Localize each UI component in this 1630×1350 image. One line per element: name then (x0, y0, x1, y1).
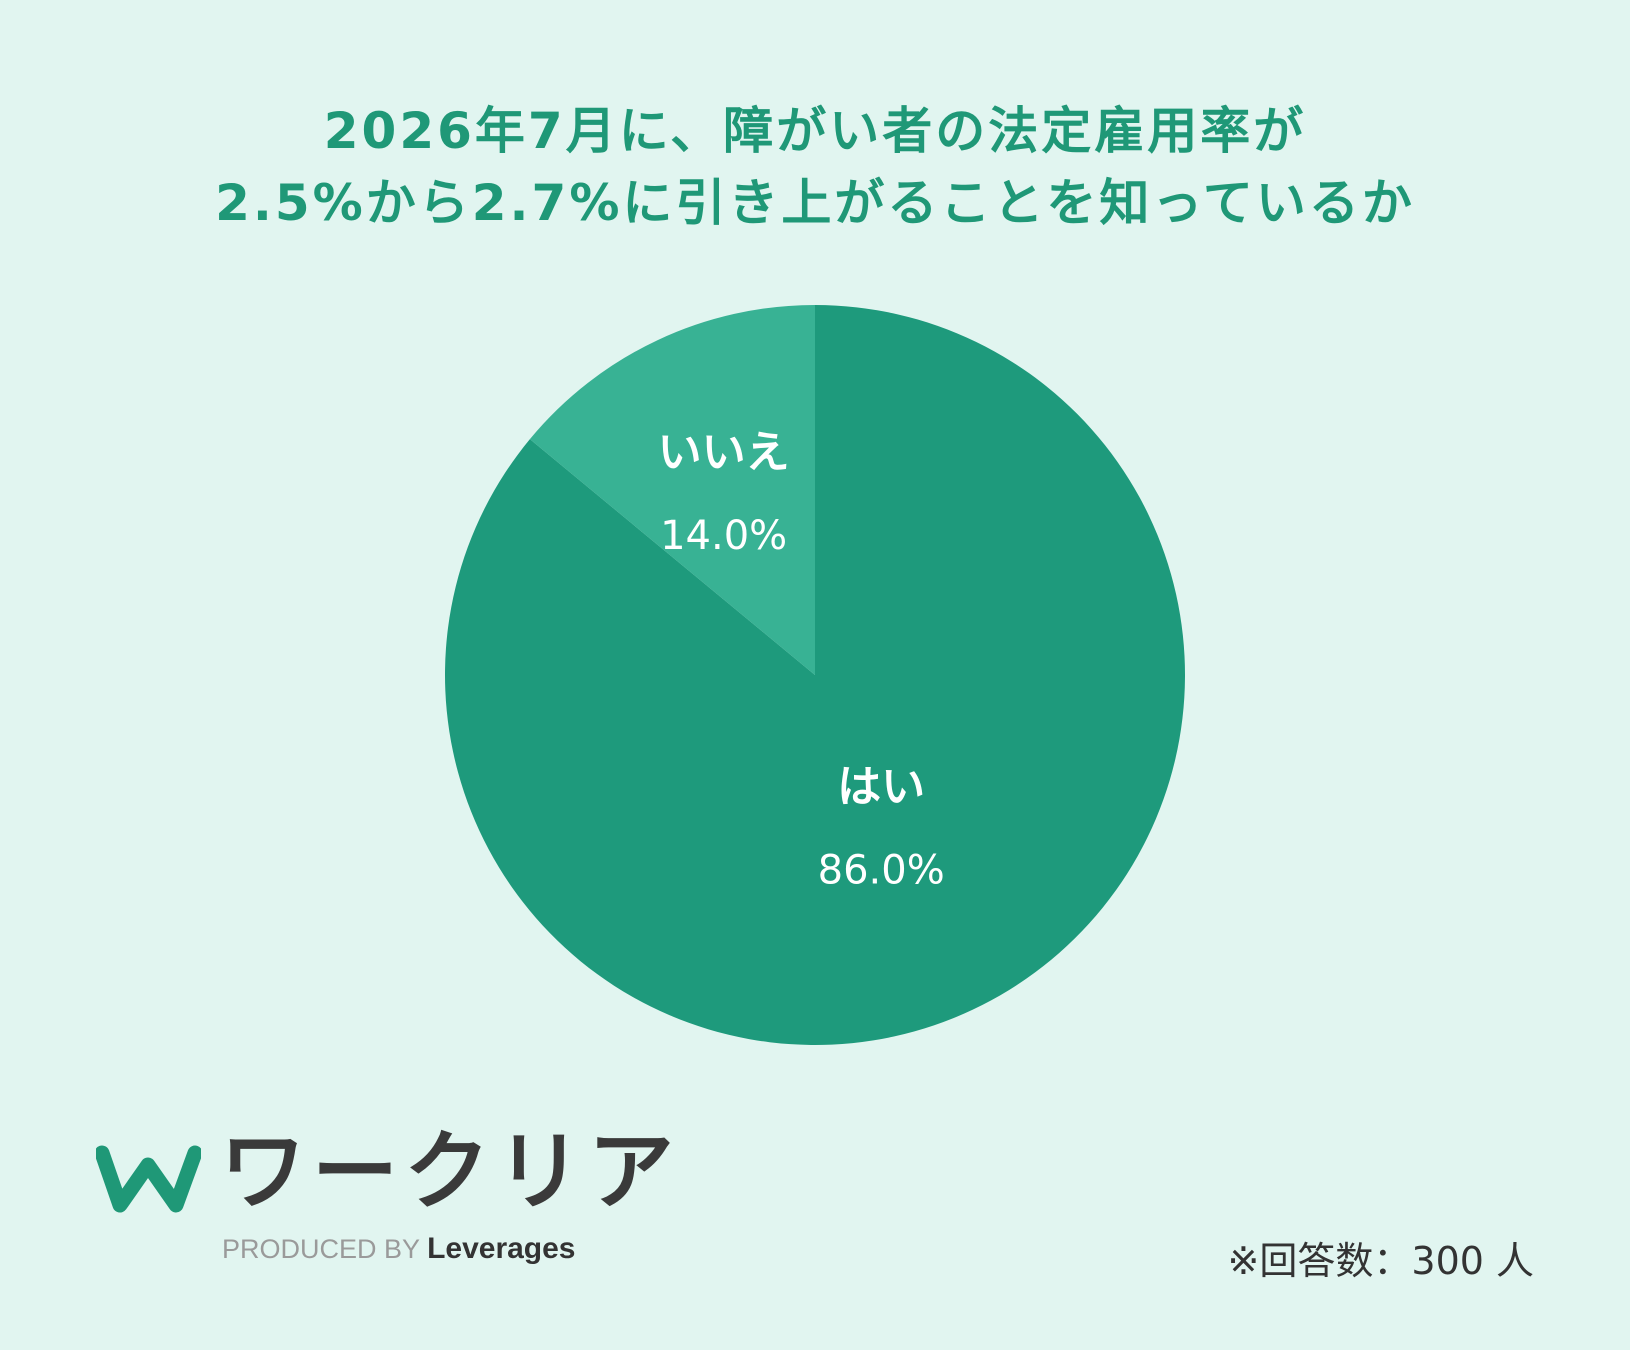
pie-label-1: いいえ (658, 427, 790, 478)
pie-slice-1 (529, 305, 815, 675)
chart-title-line-1: 2026年7月に、障がい者の法定雇用率が (323, 102, 1307, 160)
pie-chart: はい 86.0% いいえ 14.0% (444, 305, 1186, 1045)
respondent-count: ※回答数：300 人 (1227, 1239, 1534, 1283)
logo-name: ワークリア (220, 1122, 680, 1222)
produced-by-label: PRODUCED BY (222, 1234, 420, 1264)
pie-label-0: はい (837, 762, 925, 813)
chart-title: 2026年7月に、障がい者の法定雇用率が 2.5%から2.7%に引き上がることを… (0, 95, 1630, 239)
pie-value-1: 14.0% (660, 513, 787, 559)
workclear-logo-icon (96, 1145, 201, 1213)
produced-by: PRODUCED BY Leverages (222, 1232, 576, 1266)
brand-name: Leverages (427, 1232, 576, 1265)
chart-title-line-2: 2.5%から2.7%に引き上がることを知っているか (215, 174, 1415, 232)
pie-value-0: 86.0% (818, 848, 945, 894)
